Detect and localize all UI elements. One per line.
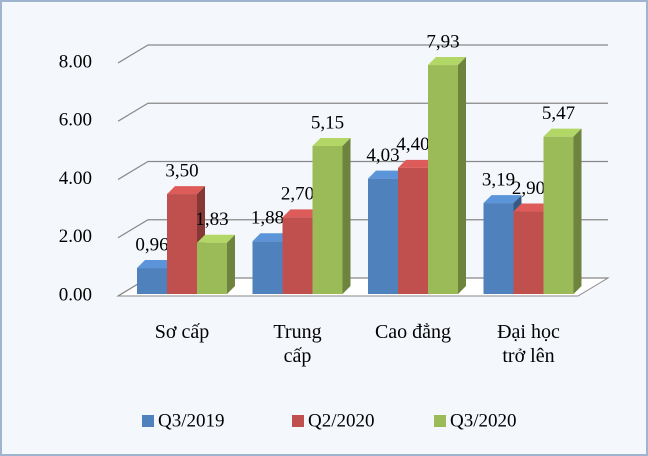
bar-side — [573, 128, 582, 294]
bar-top — [282, 209, 321, 218]
legend-label: Q3/2020 — [450, 410, 517, 431]
bar-side — [342, 138, 351, 294]
bar — [282, 217, 313, 294]
bar — [252, 241, 283, 294]
legend-label: Q3/2019 — [158, 410, 225, 431]
y-tick-label: 2.00 — [59, 226, 92, 247]
bar — [197, 242, 227, 294]
bar — [368, 178, 398, 294]
bar — [513, 211, 544, 294]
bar-top — [167, 186, 205, 195]
bar-top — [398, 159, 436, 168]
bar — [137, 268, 167, 294]
x-tick-label: Trung cấp — [273, 321, 322, 367]
value-label: 7,93 — [426, 31, 459, 52]
bar — [398, 167, 428, 294]
x-tick-label: Cao đẳng — [374, 321, 452, 343]
bar-top — [197, 234, 235, 243]
value-label: 5,47 — [542, 103, 575, 124]
bar — [428, 65, 458, 294]
bar — [483, 203, 514, 294]
y-tick-label: 4.00 — [59, 168, 92, 189]
value-label: 5,15 — [311, 112, 344, 133]
x-tick-label: Đại học trở lên — [497, 321, 560, 367]
value-label: 4,03 — [366, 145, 399, 166]
bar — [312, 146, 343, 294]
bar-top — [513, 203, 552, 212]
value-label: 1,83 — [195, 209, 228, 230]
bar — [167, 194, 197, 294]
bar-top — [428, 57, 466, 66]
y-tick-label: 0.00 — [59, 284, 92, 305]
bar-top — [312, 138, 351, 147]
value-label: 0,96 — [135, 234, 168, 255]
value-label: 2,90 — [512, 178, 545, 199]
legend-swatch — [142, 415, 154, 427]
legend-label: Q2/2020 — [308, 410, 375, 431]
grid-line — [117, 102, 608, 122]
bar-top — [543, 128, 582, 137]
legend-swatch — [434, 415, 446, 427]
bar-top — [252, 233, 291, 242]
value-label: 2,70 — [281, 184, 314, 205]
value-label: 1,88 — [251, 208, 284, 229]
value-label: 3,19 — [482, 169, 515, 190]
x-tick-label: Sơ cấp — [154, 321, 210, 343]
value-label: 3,50 — [165, 160, 198, 181]
y-tick-label: 8.00 — [59, 51, 92, 72]
y-tick-label: 6.00 — [59, 110, 92, 131]
bar-top — [137, 260, 175, 269]
value-label: 4,40 — [396, 134, 429, 155]
bar-top — [483, 195, 522, 204]
grid-line — [117, 44, 608, 64]
bar-side — [227, 234, 235, 294]
bar-side — [458, 57, 466, 294]
bar-top — [368, 170, 406, 179]
bar — [543, 136, 574, 294]
legend-swatch — [292, 415, 304, 427]
